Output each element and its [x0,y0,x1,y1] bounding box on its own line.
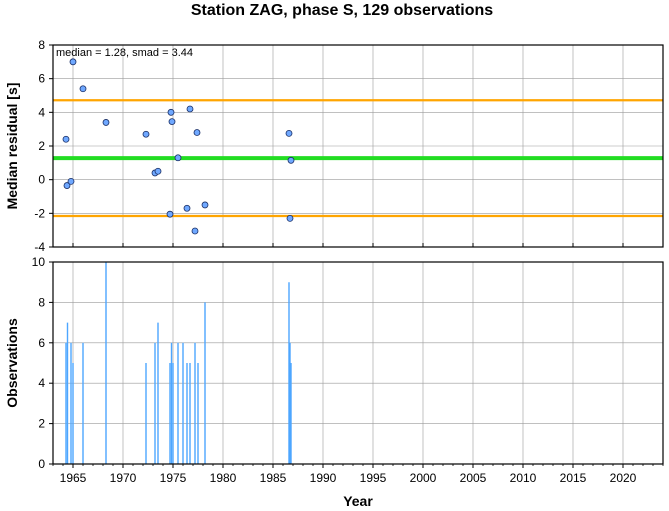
x-tick-label: 1990 [310,471,337,485]
residual-panel: -4 -2 0 2 4 6 8 median = 1.28, smad = 3.44 Med… [4,38,664,254]
y-tick-label: 0 [38,457,45,471]
data-point [62,135,70,143]
x-tick-label: 1985 [260,471,287,485]
residual-points [62,58,295,235]
data-point [201,201,209,209]
data-point [67,177,75,185]
observations-panel: 0 2 4 6 8 10 1965 1970 1975 1980 1985 1990 1995 2000… [4,255,664,485]
x-tick-label: 1980 [210,471,237,485]
x-tick-label: 2015 [560,471,587,485]
x-tick-label: 2000 [410,471,437,485]
data-point [191,227,199,235]
y-tick-label: -2 [34,206,45,220]
data-point [142,130,150,138]
y-tick-label: 0 [38,173,45,187]
y-tick-label: -4 [34,240,45,254]
y-tick-label: 4 [38,376,45,390]
x-tick-label: 1965 [60,471,87,485]
observations-plot-frame [52,261,664,465]
data-point [168,118,176,125]
y-tick-label: 4 [38,105,45,119]
observations-y-axis-label: Observations [4,318,20,408]
chart-title: Station ZAG, phase S, 129 observations [191,2,493,19]
data-point [286,214,294,222]
year-x-ticks: 1965 1970 1975 1980 1985 1990 1995 2000 2005 2010… [52,464,664,485]
y-tick-label: 2 [38,139,45,153]
observations-y-ticks: 0 2 4 6 8 10 [32,255,53,471]
y-tick-label: 10 [32,255,46,269]
data-point [183,204,191,212]
residual-y-axis-label: Median residual [s] [4,83,20,210]
data-point [102,119,110,126]
data-point [154,167,162,175]
data-point [285,129,293,137]
x-tick-label: 1970 [110,471,137,485]
data-point [167,108,175,116]
x-axis-label: Year [343,493,373,509]
data-point [186,105,194,113]
data-point [79,85,87,93]
y-tick-label: 6 [38,336,45,350]
data-point [193,129,201,136]
data-point [166,210,174,218]
data-point [287,156,295,164]
observations-bars [65,262,292,464]
x-tick-label: 2010 [510,471,537,485]
median-smad-annotation: median = 1.28, smad = 3.44 [56,47,193,59]
x-tick-label: 1975 [160,471,187,485]
x-tick-label: 1995 [360,471,387,485]
residual-reference-lines [53,99,663,218]
y-tick-label: 2 [38,417,45,431]
data-point [174,154,182,162]
y-tick-label: 6 [38,72,45,86]
y-tick-label: 8 [38,295,45,309]
x-tick-label: 2005 [460,471,487,485]
data-point [63,182,71,189]
y-tick-label: 8 [38,38,45,52]
x-tick-label: 2020 [610,471,637,485]
residual-y-ticks: -4 -2 0 2 4 6 8 [34,38,624,254]
data-point [69,58,77,66]
observations-grid [53,261,663,465]
